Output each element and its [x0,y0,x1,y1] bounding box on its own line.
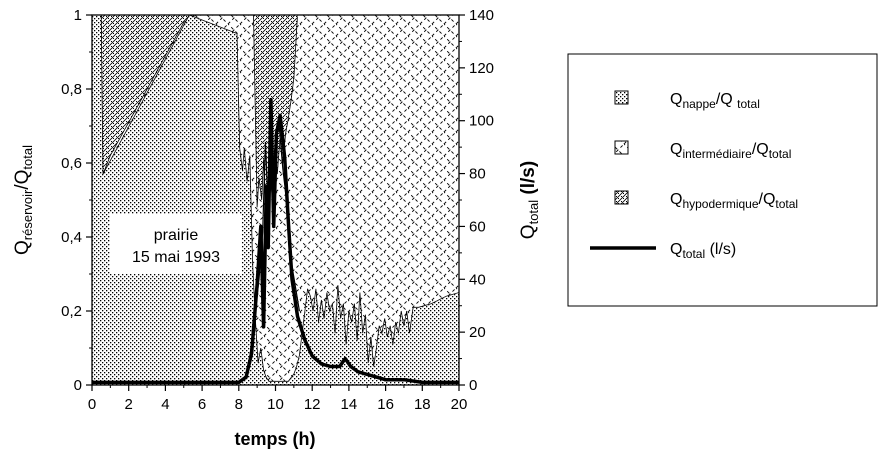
y-left-sub2: total [20,145,35,170]
y-right-tick-label: 80 [469,166,486,183]
y-left-tick-label: 1 [74,7,82,24]
area-intermediaire-top [297,15,459,17]
x-tick-label: 14 [341,396,358,413]
y-left-tick-label: 0,6 [61,155,82,172]
y-right-tick-label: 20 [469,324,486,341]
y-right-tick-label: 40 [469,271,486,288]
axis-titles: temps (h) Qréservoir/Qtotal Qtotal (l/s) [12,145,541,449]
axes: 0 2 4 6 8 10 12 14 16 18 2000,20,40,60,81020406080… [61,7,494,413]
x-axis-title: temps (h) [235,429,316,449]
legend-item-intermediaire: Qintermédiaire/Qtotal [614,140,791,161]
y-right-tick-label: 120 [469,60,494,77]
x-tick-label: 10 [267,396,284,413]
y-left-tick-label: 0,4 [61,229,82,246]
annotation-box: prairie 15 mai 1993 [110,214,242,274]
legend-label: Qtotal (l/s) [670,241,736,261]
y-right-axis-title: Qtotal (l/s) [518,161,541,239]
y-right-tick-label: 140 [469,7,494,24]
annotation-line-2: 15 mai 1993 [132,249,220,266]
y-right-tick-label: 60 [469,218,486,235]
x-tick-label: 6 [198,396,206,413]
y-right-tick-label: 100 [469,113,494,130]
legend-item-nappe: Qnappe/Q total [614,90,760,111]
y-left-tick-label: 0,8 [61,81,82,98]
x-tick-label: 8 [235,396,243,413]
y-left-tick-label: 0 [74,377,82,394]
legend-label: Qintermédiaire/Qtotal [670,141,791,161]
area-hypodermique-left [92,15,459,176]
legend-swatch-diamond [614,140,629,155]
x-tick-label: 18 [414,396,431,413]
legend-swatch-dots [614,90,629,105]
y-right-unit: (l/s) [518,161,539,200]
legend-item-total: Qtotal (l/s) [590,241,736,261]
y-left-base: Q [12,240,33,255]
legend-item-hypodermique: Qhypodermique/Qtotal [614,190,798,211]
plot-area [92,15,459,385]
x-tick-label: 4 [161,396,169,413]
x-tick-label: 2 [125,396,133,413]
y-left-sub1: réservoir [20,189,35,240]
legend-label: Qnappe/Q total [670,91,760,111]
y-right-tick-label: 0 [469,377,477,394]
x-tick-label: 20 [451,396,468,413]
legend-swatch-hatch [614,190,629,205]
legend-label: Qhypodermique/Qtotal [670,191,798,211]
x-tick-label: 16 [377,396,394,413]
y-left-tick-label: 0,2 [61,303,82,320]
y-right-sub: total [526,200,541,225]
legend: Qnappe/Q total Qintermédiaire/Qtotal Qhypo… [567,53,878,307]
x-tick-label: 0 [88,396,96,413]
line-q-total [92,97,459,385]
annotation-line-1: prairie [154,227,199,244]
x-tick-label: 12 [304,396,321,413]
y-left-mid: /Q [12,170,33,190]
y-left-axis-title: Qréservoir/Qtotal [12,145,35,255]
y-right-base: Q [518,224,539,239]
area-nappe [92,15,459,385]
